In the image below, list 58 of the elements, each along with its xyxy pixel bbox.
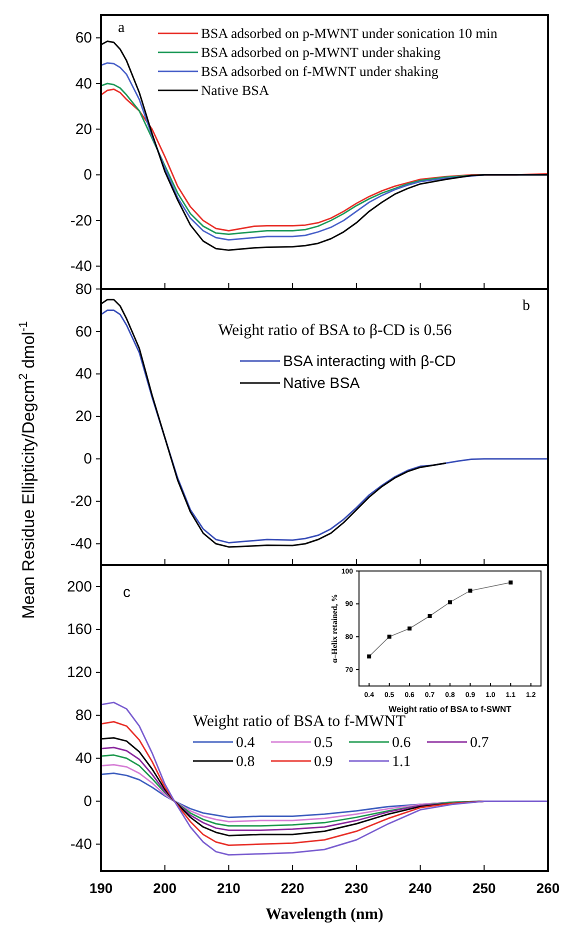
legend-label: 0.7 [470,735,490,751]
legend-label: 0.9 [314,754,333,770]
y-tick-label: 80 [75,280,92,298]
y-tick-label: -20 [70,493,92,510]
x-axis-title: Weight ratio of BSA to f-SWNT [388,704,512,714]
y-tick-label: 0 [84,450,92,468]
y-tick-label: 80 [75,707,92,724]
line-series [101,309,548,544]
annotation: Weight ratio of BSA to β-CD is 0.56 [218,322,452,339]
x-tick-label: 240 [408,880,432,896]
legend-label: 0.4 [236,735,256,751]
point [508,580,513,584]
point [468,588,472,593]
legend-label: BSA adsorbed on f-MWNT under shaking [201,65,438,80]
y-tick-label: -20 [70,212,92,230]
y-axis-title: α–Helix retained, % [330,594,339,663]
legend-label: BSA adsorbed on p-MWNT under sonication 10 min [201,27,498,42]
y-tick-label: 120 [66,664,92,682]
x-axis-title: Wavelength (nm) [266,906,384,923]
legend-label: 0.8 [236,754,255,770]
y-tick-label: 20 [75,120,92,138]
x-tick-label: 200 [153,880,177,896]
point [367,654,372,658]
point [408,626,412,630]
y-tick-label: -40 [70,258,92,275]
point [448,600,452,604]
legend-label: BSA adsorbed on p-MWNT under shaking [201,46,441,61]
x-tick-label: 260 [536,880,560,896]
legend-title: Weight ratio of BSA to f-MWNT [193,713,406,730]
y-tick-label: 0 [84,793,92,810]
line-series [101,702,548,856]
legend-label: 0.5 [314,735,333,751]
x-tick-label: 210 [217,880,241,896]
annotation: c [123,584,131,601]
x-tick-label: 220 [280,880,304,896]
legend-label: 0.6 [392,735,412,751]
y-tick-label: -40 [70,836,92,853]
x-tick-label: 230 [344,880,368,896]
point [387,634,392,639]
y-tick-label: 60 [75,323,92,340]
legend-label: Native BSA [201,84,270,99]
x-tick-label: 190 [89,880,113,896]
legend-label: 1.1 [392,754,411,770]
point [428,614,432,618]
y-tick-label: 40 [75,750,92,768]
y-tick-label: 20 [75,408,92,426]
y-tick-label: 40 [75,366,92,383]
legend-label: BSA interacting with β-CD [283,353,456,370]
legend-label: Native BSA [283,375,360,392]
y-tick-label: -40 [70,536,92,553]
annotation: a [118,20,125,36]
y-tick-label: 0 [84,166,92,184]
y-tick-label: 160 [66,621,92,638]
y-tick-label: 40 [75,75,92,92]
x-tick-label: 250 [472,880,496,896]
y-tick-label: 60 [75,30,92,47]
annotation: b [522,298,530,314]
y-tick-label: 200 [66,578,92,596]
